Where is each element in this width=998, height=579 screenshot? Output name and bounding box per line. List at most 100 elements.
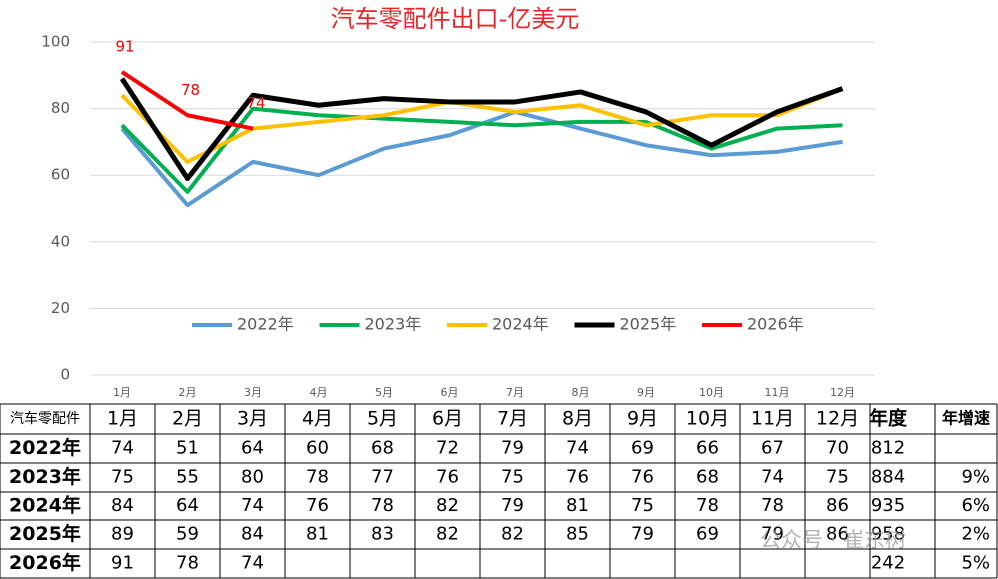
legend-label: 2025年 — [620, 315, 677, 334]
table-cell: 60 — [306, 438, 329, 459]
table-total: 935 — [871, 495, 905, 516]
table-cell: 78 — [176, 553, 199, 574]
table-cell: 78 — [306, 467, 329, 488]
table-row-label: 2022年 — [9, 436, 81, 459]
table-cell: 55 — [176, 467, 199, 488]
table-total: 884 — [871, 467, 905, 488]
table-cell: 79 — [501, 438, 524, 459]
table-header: 年增速 — [942, 409, 990, 428]
table-header: 9月 — [627, 408, 658, 430]
table-cell: 64 — [176, 495, 199, 516]
legend-label: 2022年 — [237, 315, 294, 334]
table-cell: 69 — [631, 438, 654, 459]
table-cell: 75 — [826, 467, 849, 488]
table-growth: 6% — [961, 495, 990, 516]
y-tick-label: 100 — [41, 33, 70, 51]
table-header: 10月 — [686, 408, 729, 430]
table-cell: 91 — [111, 553, 134, 574]
table-cell: 59 — [176, 524, 199, 545]
table-cell: 76 — [436, 467, 459, 488]
table-cell: 78 — [696, 495, 719, 516]
table-cell: 75 — [501, 467, 524, 488]
y-tick-label: 60 — [51, 166, 70, 184]
table-header: 12月 — [816, 408, 859, 430]
table-cell: 74 — [241, 495, 264, 516]
table-cell: 86 — [826, 495, 849, 516]
table-growth: 2% — [961, 524, 990, 545]
y-tick-label: 0 — [60, 366, 70, 384]
table-header: 6月 — [432, 408, 463, 430]
chart-title: 汽车零配件出口-亿美元 — [331, 5, 580, 33]
table-total: 958 — [871, 524, 905, 545]
x-tick-label: 12月 — [830, 386, 855, 399]
series-line — [119, 77, 844, 182]
table-total: 242 — [871, 553, 905, 574]
table-cell: 84 — [241, 524, 264, 545]
table-cell: 78 — [761, 495, 784, 516]
table-cell: 68 — [696, 467, 719, 488]
series-line — [120, 86, 844, 164]
x-tick-label: 2月 — [179, 386, 197, 399]
table-cell: 51 — [176, 438, 199, 459]
table-header: 1月 — [107, 408, 138, 430]
table-cell: 82 — [436, 524, 459, 545]
y-tick-label: 40 — [51, 232, 70, 250]
table-cell: 86 — [826, 524, 849, 545]
series-line — [120, 106, 843, 194]
table-cell: 81 — [306, 524, 329, 545]
table-growth: 9% — [961, 467, 990, 488]
x-tick-label: 6月 — [441, 386, 459, 399]
table-header: 2月 — [172, 408, 203, 430]
table-cell: 84 — [111, 495, 134, 516]
table-cell: 69 — [696, 524, 719, 545]
x-tick-label: 4月 — [310, 386, 328, 399]
data-label: 78 — [181, 81, 200, 99]
table-header: 3月 — [237, 408, 268, 430]
watermark: 公众号 · 崔东树 — [760, 528, 906, 552]
table-cell: 75 — [631, 495, 654, 516]
x-tick-label: 11月 — [765, 386, 790, 399]
table-header: 年度 — [869, 407, 908, 430]
x-tick-label: 10月 — [699, 386, 724, 399]
table-total: 812 — [871, 438, 905, 459]
table-row-label: 2024年 — [9, 494, 81, 517]
table-cell: 67 — [761, 438, 784, 459]
table-cell: 70 — [826, 438, 849, 459]
table-cell: 78 — [371, 495, 394, 516]
table-header: 4月 — [302, 408, 333, 430]
table-cell: 79 — [631, 524, 654, 545]
table-cell: 82 — [501, 524, 524, 545]
table-cell: 74 — [761, 467, 784, 488]
data-label: 74 — [246, 94, 265, 112]
table-row-label: 2025年 — [9, 522, 81, 545]
table-cell: 85 — [566, 524, 589, 545]
table-cell: 68 — [371, 438, 394, 459]
table-growth: 5% — [961, 553, 990, 574]
legend-label: 2026年 — [747, 315, 804, 334]
table-header: 8月 — [562, 408, 593, 430]
table-cell: 74 — [566, 438, 589, 459]
x-tick-label: 3月 — [244, 386, 262, 399]
table-cell: 81 — [566, 495, 589, 516]
table-cell: 64 — [241, 438, 264, 459]
table-cell: 72 — [436, 438, 459, 459]
table-cell: 77 — [371, 467, 394, 488]
table-header: 5月 — [367, 408, 398, 430]
y-tick-label: 20 — [51, 299, 70, 317]
x-tick-label: 1月 — [113, 386, 131, 399]
table-cell: 76 — [631, 467, 654, 488]
table-cell: 66 — [696, 438, 719, 459]
table-corner: 汽车零配件 — [10, 410, 80, 427]
legend-label: 2023年 — [365, 315, 422, 334]
table-cell: 83 — [371, 524, 394, 545]
table-cell: 74 — [241, 553, 264, 574]
table-cell: 74 — [111, 438, 134, 459]
table-cell: 89 — [111, 524, 134, 545]
table-header: 7月 — [497, 408, 528, 430]
table-row-label: 2023年 — [9, 465, 81, 488]
series-line — [120, 70, 254, 131]
table-cell: 82 — [436, 495, 459, 516]
x-tick-label: 5月 — [375, 386, 393, 399]
x-tick-label: 7月 — [506, 386, 524, 399]
